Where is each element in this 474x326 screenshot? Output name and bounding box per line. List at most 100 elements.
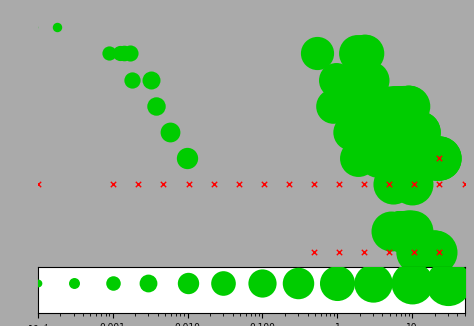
- Point: [399, 228, 407, 233]
- Point: [408, 228, 416, 233]
- Point: [392, 103, 400, 108]
- Point: [398, 228, 406, 233]
- Point: [401, 103, 408, 108]
- Point: [414, 129, 422, 134]
- Point: [421, 249, 428, 254]
- Point: [329, 103, 337, 108]
- Point: [414, 249, 421, 254]
- Point: [210, 181, 218, 186]
- Point: [361, 77, 369, 82]
- Point: [294, 281, 302, 286]
- Point: [415, 129, 423, 134]
- Point: [387, 228, 395, 233]
- Point: [422, 249, 430, 254]
- Point: [360, 249, 368, 254]
- Point: [396, 228, 403, 233]
- Point: [383, 103, 390, 108]
- Point: [348, 103, 356, 108]
- Point: [160, 181, 167, 186]
- Point: [385, 181, 393, 186]
- Point: [335, 181, 343, 186]
- Point: [259, 281, 266, 286]
- Point: [360, 51, 368, 56]
- Point: [429, 249, 437, 254]
- Point: [430, 155, 438, 160]
- Point: [70, 281, 77, 286]
- Point: [431, 249, 438, 254]
- Point: [390, 103, 398, 108]
- Point: [369, 103, 377, 108]
- Point: [395, 129, 403, 134]
- Point: [397, 228, 404, 233]
- Point: [135, 181, 142, 186]
- Point: [31, 25, 38, 30]
- Point: [184, 281, 191, 286]
- Point: [410, 129, 418, 134]
- Point: [361, 51, 369, 56]
- Bar: [38, 206, 465, 214]
- Point: [409, 281, 416, 286]
- Point: [410, 249, 418, 254]
- Point: [310, 249, 318, 254]
- Point: [128, 77, 136, 82]
- Point: [412, 155, 420, 160]
- Point: [334, 281, 341, 286]
- Point: [406, 228, 414, 233]
- Point: [410, 181, 418, 186]
- Point: [401, 228, 408, 233]
- Point: [360, 181, 368, 186]
- Point: [405, 228, 413, 233]
- Point: [185, 181, 192, 186]
- Point: [392, 155, 400, 160]
- Point: [126, 51, 134, 56]
- Point: [333, 77, 340, 82]
- Point: [167, 129, 174, 134]
- Point: [285, 181, 293, 186]
- Point: [352, 77, 359, 82]
- Point: [408, 155, 415, 160]
- Point: [435, 155, 442, 160]
- Point: [313, 51, 321, 56]
- Point: [436, 249, 443, 254]
- Point: [369, 281, 377, 286]
- Point: [414, 155, 421, 160]
- Point: [385, 129, 393, 134]
- Point: [404, 228, 412, 233]
- Point: [235, 181, 243, 186]
- Point: [34, 181, 42, 186]
- Point: [109, 281, 117, 286]
- Point: [366, 77, 374, 82]
- Point: [347, 129, 355, 134]
- Point: [398, 129, 406, 134]
- Point: [371, 103, 378, 108]
- Point: [357, 77, 365, 82]
- Point: [260, 181, 268, 186]
- Point: [335, 249, 343, 254]
- Point: [53, 25, 61, 30]
- Point: [109, 181, 117, 186]
- Point: [403, 129, 411, 134]
- Point: [410, 129, 417, 134]
- Point: [385, 249, 393, 254]
- Point: [374, 155, 382, 160]
- Point: [397, 103, 405, 108]
- Point: [444, 281, 452, 286]
- Point: [425, 155, 433, 160]
- Point: [389, 181, 397, 186]
- Point: [435, 155, 443, 160]
- Point: [419, 249, 426, 254]
- Point: [120, 51, 128, 56]
- Point: [354, 155, 362, 160]
- Point: [219, 281, 227, 286]
- Point: [116, 51, 124, 56]
- Point: [397, 228, 404, 233]
- Point: [393, 129, 401, 134]
- Point: [365, 129, 373, 134]
- Point: [353, 77, 361, 82]
- Point: [385, 103, 392, 108]
- Point: [147, 77, 155, 82]
- Point: [418, 155, 425, 160]
- Point: [433, 155, 441, 160]
- Point: [406, 155, 414, 160]
- Point: [354, 51, 361, 56]
